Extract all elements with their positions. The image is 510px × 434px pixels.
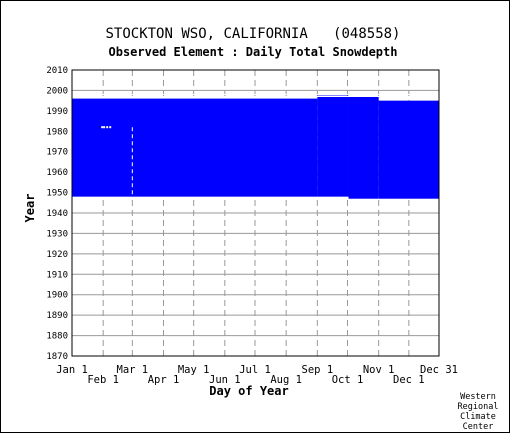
missing-data-mark	[103, 126, 106, 129]
credit-line-1: Western	[460, 392, 496, 402]
y-tick-label: 1880	[46, 332, 68, 342]
data-block	[378, 100, 439, 199]
y-tick-labels: 1870 1880 1890 1900 1910 1920 1930 1940 1950 1960…	[46, 66, 68, 362]
chart-title: STOCKTON WSO, CALIFORNIA (048558)	[105, 26, 400, 42]
x-tick-label: Nov 1	[363, 364, 395, 376]
x-tick-labels: Jan 1 Mar 1 May 1 Jul 1 Sep 1 Nov 1 Dec 31 Feb …	[56, 364, 458, 386]
data-block	[72, 98, 318, 197]
y-tick-label: 1920	[46, 250, 68, 260]
credit-line-2: Regional	[458, 402, 499, 412]
x-tick-label: Mar 1	[117, 364, 149, 376]
missing-data-mark	[101, 126, 104, 129]
y-tick-label: 1980	[46, 127, 68, 137]
gap-layer	[72, 94, 439, 197]
x-tick-label: Dec 1	[393, 374, 425, 386]
y-tick-label: 1960	[46, 168, 68, 178]
credit-line-4: Center	[463, 422, 494, 432]
x-tick-label: Oct 1	[332, 374, 364, 386]
y-tick-label: 1900	[46, 291, 68, 301]
x-tick-label: Apr 1	[148, 374, 180, 386]
y-tick-label: 1950	[46, 189, 68, 199]
y-tick-label: 1870	[46, 352, 68, 362]
y-tick-label: 1930	[46, 229, 68, 239]
plot-border	[71, 69, 440, 357]
y-tick-label: 1940	[46, 209, 68, 219]
missing-data-mark	[106, 126, 109, 129]
data-block	[348, 96, 379, 199]
y-tick-label: 1890	[46, 311, 68, 321]
x-tick-label: Jul 1	[239, 364, 271, 376]
data-layer	[72, 95, 439, 199]
x-axis-label: Day of Year	[209, 384, 288, 398]
chart-subtitle: Observed Element : Daily Total Snowdepth	[109, 45, 398, 59]
y-tick-label: 1990	[46, 107, 68, 117]
x-tick-label: Jan 1	[56, 364, 88, 376]
y-tick-label: 2000	[46, 86, 68, 96]
x-tick-label: Dec 31	[420, 364, 458, 376]
x-tick-label: Feb 1	[87, 374, 119, 386]
y-tick-label: 1970	[46, 148, 68, 158]
x-tick-label: Aug 1	[270, 374, 302, 386]
credit-line-3: Climate	[460, 412, 496, 422]
x-tick-label: May 1	[178, 364, 210, 376]
x-tick-label: Sep 1	[302, 364, 334, 376]
y-tick-label: 2010	[46, 66, 68, 76]
x-tick-label: Jun 1	[209, 374, 241, 386]
y-tick-label: 1910	[46, 270, 68, 280]
missing-data-mark	[109, 126, 112, 129]
credit-block: Western Regional Climate Center	[458, 392, 499, 432]
y-axis-label: Year	[23, 194, 37, 223]
data-block	[317, 95, 349, 197]
